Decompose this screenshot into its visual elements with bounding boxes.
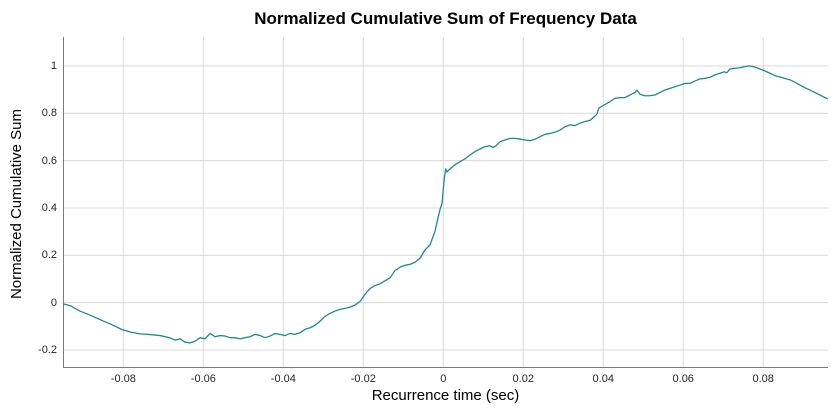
x-tick-label: -0.06 (190, 373, 216, 385)
x-tick-label: 0.06 (672, 373, 694, 385)
plot-canvas (63, 37, 828, 368)
plot-area (63, 37, 828, 368)
x-axis-label: Recurrence time (sec) (371, 387, 520, 404)
x-tick-label: 0.08 (752, 373, 774, 385)
x-tick-label: 0.02 (512, 373, 534, 385)
x-tick-label: -0.02 (350, 373, 376, 385)
y-tick-label: 0.8 (41, 107, 57, 120)
x-tick-label: -0.08 (110, 373, 136, 385)
y-tick-label: 1 (50, 59, 57, 72)
chart-title: Normalized Cumulative Sum of Frequency D… (254, 9, 637, 28)
y-tick-label: 0 (50, 296, 57, 309)
x-tick-label: 0.04 (592, 373, 614, 385)
data-line (63, 65, 828, 344)
y-tick-label: 0.2 (41, 249, 57, 262)
x-tick-label: 0 (440, 373, 447, 385)
y-tick-label: -0.2 (38, 344, 57, 356)
y-tick-label: 0.4 (41, 201, 57, 214)
x-tick-label: -0.04 (270, 373, 296, 385)
y-tick-label: 0.6 (41, 154, 57, 167)
